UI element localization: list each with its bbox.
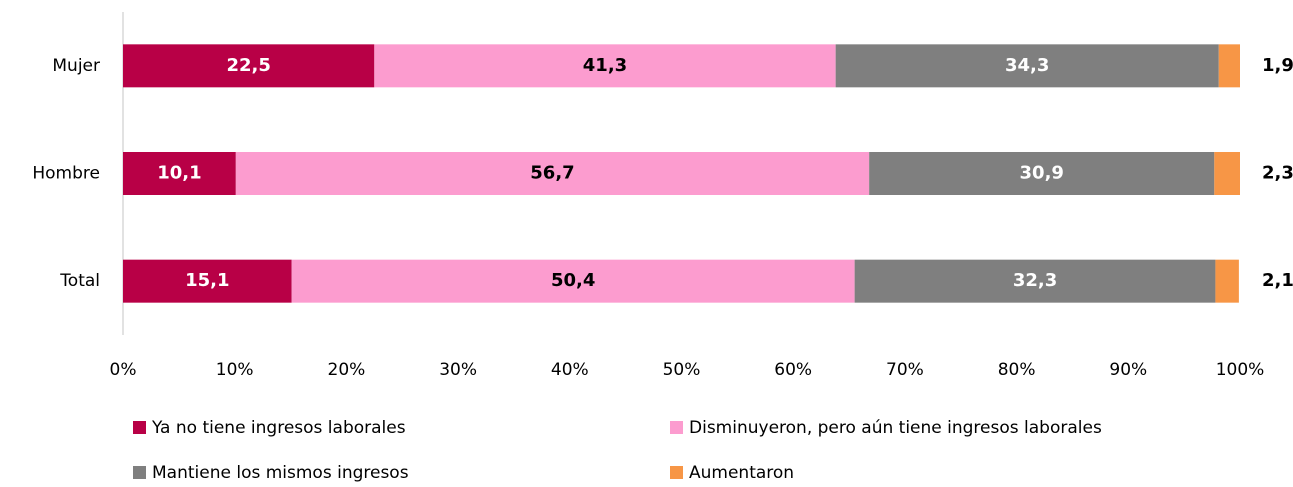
value-label: 34,3	[1005, 55, 1049, 76]
value-label: 30,9	[1020, 163, 1064, 184]
x-tick-label: 20%	[328, 360, 366, 380]
value-label: 10,1	[157, 163, 201, 184]
x-tick-label: 30%	[439, 360, 477, 380]
bar-segment	[1215, 259, 1239, 303]
x-tick-label: 10%	[216, 360, 254, 380]
x-tick-label: 80%	[998, 360, 1036, 380]
x-tick-label: 40%	[551, 360, 589, 380]
bar-segment	[123, 44, 375, 88]
bar-segment	[291, 259, 855, 303]
legend-swatch	[670, 466, 683, 479]
value-label: 41,3	[583, 55, 627, 76]
bar-segment	[854, 259, 1216, 303]
bar-segment	[835, 44, 1219, 88]
category-label: Total	[59, 271, 100, 291]
legend-swatch	[670, 421, 683, 434]
x-tick-label: 70%	[886, 360, 924, 380]
value-label: 50,4	[551, 270, 595, 291]
value-label: 15,1	[185, 270, 229, 291]
legend-label: Disminuyeron, pero aún tiene ingresos la…	[689, 418, 1102, 438]
bar-segment	[869, 152, 1215, 195]
legend-label: Aumentaron	[689, 463, 794, 483]
legend-label: Mantiene los mismos ingresos	[152, 463, 409, 483]
value-label: 2,1	[1262, 270, 1293, 291]
bar-segment	[1214, 152, 1240, 195]
x-tick-label: 60%	[774, 360, 812, 380]
bar-segment	[123, 152, 236, 195]
bar-segment	[123, 259, 292, 303]
value-label: 56,7	[530, 163, 574, 184]
x-tick-label: 100%	[1216, 360, 1265, 380]
value-label: 22,5	[226, 55, 270, 76]
value-label: 32,3	[1013, 270, 1057, 291]
bar-segment	[235, 152, 870, 195]
legend-swatch	[133, 466, 146, 479]
legend-label: Ya no tiene ingresos laborales	[151, 418, 406, 438]
value-label: 2,3	[1262, 163, 1293, 184]
x-tick-label: 0%	[110, 360, 137, 380]
category-label: Hombre	[32, 164, 100, 184]
bar-segment	[374, 44, 836, 88]
bar-segment	[1218, 44, 1240, 88]
x-tick-label: 50%	[663, 360, 701, 380]
legend-swatch	[133, 421, 146, 434]
x-tick-label: 90%	[1109, 360, 1147, 380]
value-label: 1,9	[1262, 55, 1293, 76]
category-label: Mujer	[52, 56, 100, 76]
